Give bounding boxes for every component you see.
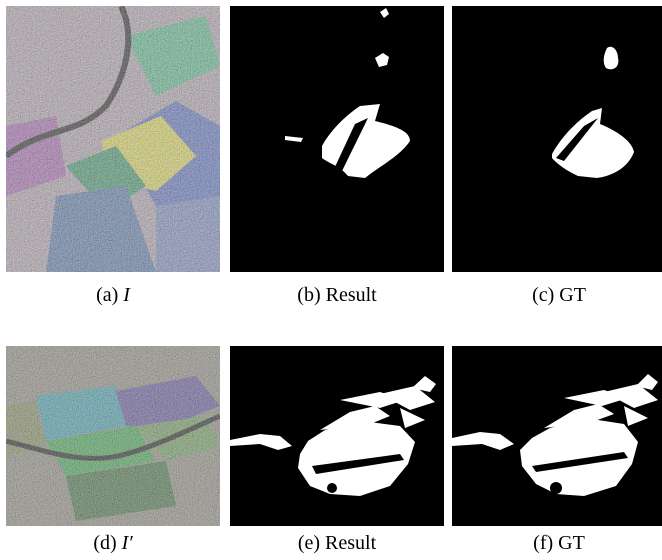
- caption-e: (e) Result: [297, 532, 377, 554]
- symbol-i: I: [123, 284, 130, 306]
- caption-f: (f) GT: [533, 532, 585, 554]
- panel-a-sar-image: [6, 6, 220, 272]
- panel-c-gt-mask: [452, 6, 662, 272]
- caption-b: (b) Result: [297, 284, 377, 306]
- caption-d: (d) I′: [93, 532, 133, 554]
- panel-e-result-mask: [230, 346, 444, 526]
- caption-a: (a) I: [96, 284, 130, 306]
- symbol-i-prime: I′: [121, 532, 133, 554]
- panel-b-result-mask: [230, 6, 444, 272]
- panel-f-gt-mask: [452, 346, 662, 526]
- panel-d-sar-image: [6, 346, 220, 526]
- caption-c: (c) GT: [532, 284, 586, 306]
